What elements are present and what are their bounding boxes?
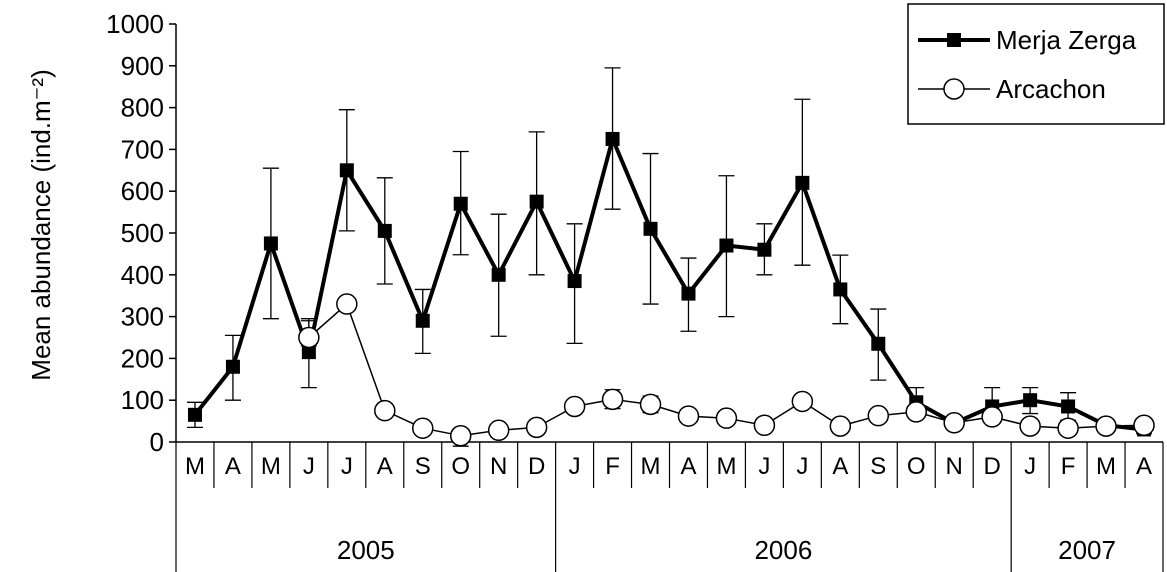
data-point-square xyxy=(263,236,278,251)
data-point-square xyxy=(187,407,202,422)
x-tick-label: J xyxy=(303,453,315,480)
data-point-square xyxy=(1023,393,1038,408)
data-point-square xyxy=(339,163,354,178)
data-point-circle xyxy=(563,395,586,418)
series-lines xyxy=(193,136,1145,437)
data-point-circle xyxy=(981,406,1003,428)
y-tick-label: 800 xyxy=(121,93,164,123)
y-axis-title: Mean abundance (ind.m⁻²) xyxy=(26,69,56,380)
legend-swatch-square xyxy=(947,33,961,47)
x-tick-label: M xyxy=(1096,453,1116,480)
y-tick-label: 500 xyxy=(121,218,164,248)
data-point-circle xyxy=(487,419,510,442)
legend: Merja Zerga Arcachon xyxy=(907,3,1165,125)
data-point-square xyxy=(225,359,240,374)
y-tick-label: 300 xyxy=(121,302,164,332)
data-point-square xyxy=(681,286,696,301)
data-point-circle xyxy=(829,415,852,437)
legend-box xyxy=(907,3,1165,125)
year-label: 2007 xyxy=(1058,535,1116,565)
x-tick-label: A xyxy=(1136,453,1152,480)
data-point-circle xyxy=(867,404,890,427)
data-point-square xyxy=(795,175,810,190)
data-point-circle xyxy=(336,293,358,315)
x-tick-label: O xyxy=(907,453,926,480)
x-tick-label: S xyxy=(415,453,431,480)
x-tick-label: F xyxy=(605,453,620,480)
x-tick-label: S xyxy=(870,453,886,480)
data-point-square xyxy=(605,131,620,146)
data-point-square xyxy=(301,345,316,360)
data-point-circle xyxy=(374,399,396,422)
x-tick-label: F xyxy=(1061,453,1076,480)
x-tick-label: A xyxy=(225,453,241,480)
data-point-circle xyxy=(525,416,548,439)
y-tick-label: 600 xyxy=(121,176,164,206)
data-point-circle xyxy=(1133,414,1155,437)
data-point-circle xyxy=(905,401,927,423)
data-point-square xyxy=(643,221,658,236)
y-tick-label: 100 xyxy=(121,385,164,415)
data-point-circle xyxy=(1095,415,1117,437)
data-point-square xyxy=(871,336,886,351)
data-point-circle xyxy=(298,326,320,349)
x-tick-label: A xyxy=(680,453,696,480)
data-point-square xyxy=(1061,399,1076,414)
x-tick-label: D xyxy=(984,453,1001,480)
legend-label: Arcachon xyxy=(996,74,1106,104)
x-tick-label: J xyxy=(341,453,353,480)
data-point-circle xyxy=(677,405,700,427)
x-tick-label: J xyxy=(758,453,770,480)
series-line xyxy=(193,136,1145,432)
x-tick-label: M xyxy=(716,453,736,480)
x-tick-label: N xyxy=(946,453,963,480)
data-point-circle xyxy=(715,407,738,429)
data-point-circle xyxy=(639,393,662,416)
x-tick-label: M xyxy=(261,453,281,480)
data-point-square xyxy=(529,194,544,209)
data-point-square xyxy=(567,274,582,289)
y-tick-label: 0 xyxy=(150,427,164,457)
y-tick-label: 1000 xyxy=(106,9,164,39)
x-tick-label: D xyxy=(528,453,545,480)
legend-label: Merja Zerga xyxy=(996,25,1137,55)
y-tick-label: 400 xyxy=(121,260,164,290)
x-tick-label: A xyxy=(832,453,848,480)
data-point-circle xyxy=(449,424,472,447)
data-point-square xyxy=(377,223,392,238)
legend-swatch-circle xyxy=(943,78,965,100)
y-tick-label: 900 xyxy=(121,51,164,81)
x-tick-label: M xyxy=(641,453,661,480)
x-tick-label: A xyxy=(377,453,393,480)
x-tick-label: N xyxy=(490,453,507,480)
year-label: 2006 xyxy=(754,535,812,565)
x-tick-label: M xyxy=(185,453,205,480)
data-point-square xyxy=(719,238,734,253)
data-point-circle xyxy=(791,390,814,413)
data-point-square xyxy=(757,242,772,257)
data-point-square xyxy=(415,313,430,328)
data-point-circle xyxy=(1019,415,1041,437)
series-markers xyxy=(187,131,1155,447)
data-point-circle xyxy=(753,414,776,437)
year-label: 2005 xyxy=(337,535,395,565)
data-point-square xyxy=(453,196,468,211)
x-tick-label: J xyxy=(796,453,808,480)
x-tick-label: J xyxy=(1024,453,1036,480)
x-tick-label: J xyxy=(569,453,581,480)
y-tick-label: 700 xyxy=(121,134,164,164)
data-point-circle xyxy=(412,417,434,439)
data-point-circle xyxy=(943,412,965,434)
data-point-square xyxy=(833,282,848,297)
x-tick-label: O xyxy=(451,453,470,480)
y-tick-label: 200 xyxy=(121,343,164,373)
data-point-square xyxy=(491,267,506,282)
data-point-circle xyxy=(601,388,624,411)
data-point-circle xyxy=(1057,417,1079,439)
